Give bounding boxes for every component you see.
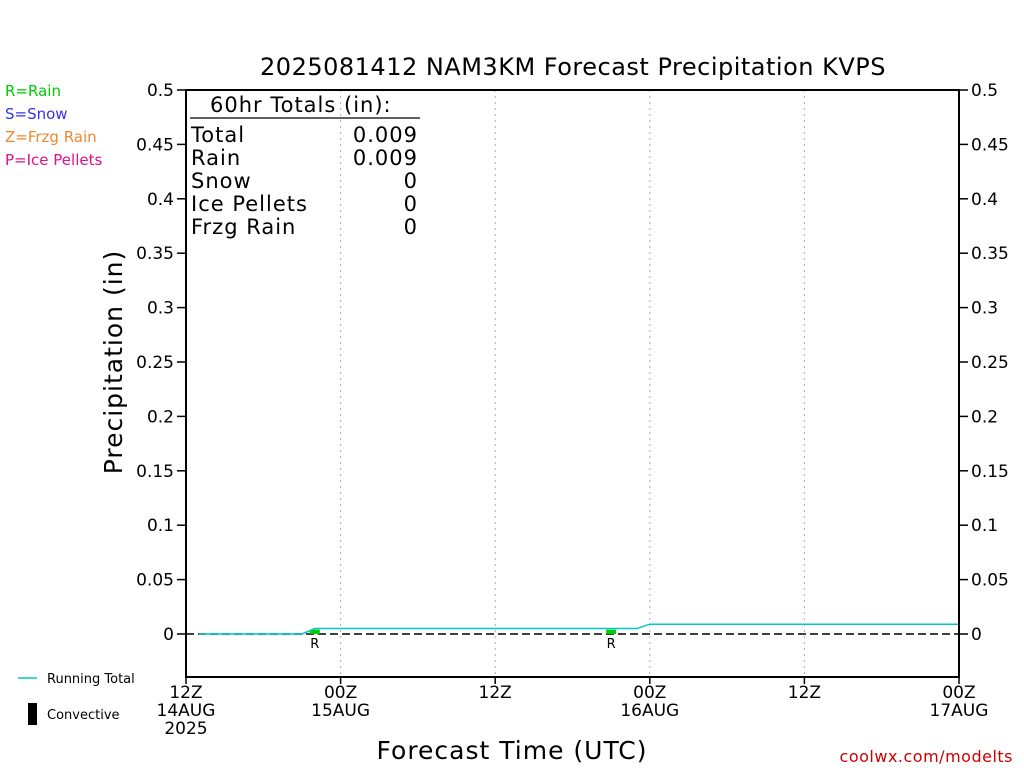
x-tick-label: 17AUG <box>930 701 989 721</box>
totals-row-label: Ice Pellets <box>191 192 308 216</box>
x-tick-label: 2025 <box>164 719 207 739</box>
precip-bar <box>309 629 320 634</box>
y-tick-label-left: 0.05 <box>136 571 174 591</box>
totals-box: 60hr Totals (in): Total 0.009 Rain 0.009 Snow… <box>190 93 420 239</box>
credit-text: coolwx.com/modelts <box>840 747 1013 766</box>
gridlines <box>186 90 959 677</box>
y-tick-label-left: 0 <box>163 625 174 645</box>
y-tick-label-left: 0.25 <box>136 353 174 373</box>
totals-row-label: Total <box>190 123 245 147</box>
y-tick-label-right: 0.4 <box>971 190 998 210</box>
x-tick-label: 12Z <box>169 683 202 703</box>
x-tick-label: 14AUG <box>157 701 216 721</box>
precip-type-label: R <box>607 637 616 652</box>
totals-row-label: Frzg Rain <box>191 215 296 239</box>
y-tick-label-left: 0.5 <box>147 81 174 101</box>
y-tick-label-right: 0.35 <box>971 244 1009 264</box>
y-tick-label-right: 0 <box>971 625 982 645</box>
x-tick-label: 16AUG <box>620 701 679 721</box>
y-tick-label-right: 0.2 <box>971 407 998 427</box>
y-tick-label-left: 0.35 <box>136 244 174 264</box>
line-legend-label: Convective <box>47 708 120 723</box>
precip-type-legend: R=Rain S=Snow Z=Frzg Rain P=Ice Pellets <box>5 82 102 169</box>
x-axis-label: Forecast Time (UTC) <box>377 736 648 765</box>
totals-row-value: 0 <box>404 169 418 193</box>
precip-type-label: R <box>310 637 319 652</box>
y-tick-label-right: 0.15 <box>971 462 1009 482</box>
type-legend-entry: S=Snow <box>5 105 68 123</box>
convective-legend-swatch <box>28 703 37 725</box>
y-tick-label-right: 0.5 <box>971 81 998 101</box>
y-tick-label-left: 0.2 <box>147 407 174 427</box>
y-tick-label-right: 0.05 <box>971 571 1009 591</box>
x-tick-label: 15AUG <box>311 701 370 721</box>
totals-header: 60hr Totals (in): <box>210 93 392 117</box>
y-tick-label-right: 0.3 <box>971 299 998 319</box>
type-legend-entry: P=Ice Pellets <box>5 151 102 169</box>
y-tick-label-left: 0.4 <box>147 190 174 210</box>
y-tick-label-right: 0.25 <box>971 353 1009 373</box>
y-tick-label-left: 0.45 <box>136 135 174 155</box>
precip-bar <box>606 629 617 634</box>
series-lines <box>198 623 959 635</box>
y-axis-ticks: 0 00.05 0.050.1 0.10.15 0.150.2 0.20.25 0.250.… <box>136 81 1009 645</box>
totals-row-value: 0 <box>404 215 418 239</box>
y-tick-label-right: 0.45 <box>971 135 1009 155</box>
totals-row-value: 0.009 <box>353 123 418 147</box>
y-tick-label-left: 0.15 <box>136 462 174 482</box>
totals-row-value: 0.009 <box>353 146 418 170</box>
x-tick-label: 00Z <box>633 683 666 703</box>
x-tick-label: 12Z <box>788 683 821 703</box>
x-tick-label: 00Z <box>942 683 975 703</box>
y-tick-label-left: 0.3 <box>147 299 174 319</box>
y-tick-label-left: 0.1 <box>147 516 174 536</box>
y-axis-label: Precipitation (in) <box>99 250 128 475</box>
plot-frame <box>185 89 960 678</box>
totals-row-label: Snow <box>191 169 252 193</box>
x-tick-label: 00Z <box>324 683 357 703</box>
y-tick-label-right: 0.1 <box>971 516 998 536</box>
type-legend-entry: Z=Frzg Rain <box>5 128 97 146</box>
running-total-line <box>198 623 959 635</box>
x-tick-label: 12Z <box>479 683 512 703</box>
line-legend-label: Running Total <box>47 672 135 687</box>
type-legend-entry: R=Rain <box>5 82 61 100</box>
totals-row-label: Rain <box>191 146 241 170</box>
chart-title: 2025081412 NAM3KM Forecast Precipitation… <box>260 53 886 81</box>
totals-row-value: 0 <box>404 192 418 216</box>
line-legend: Running Total Convective <box>18 672 135 725</box>
